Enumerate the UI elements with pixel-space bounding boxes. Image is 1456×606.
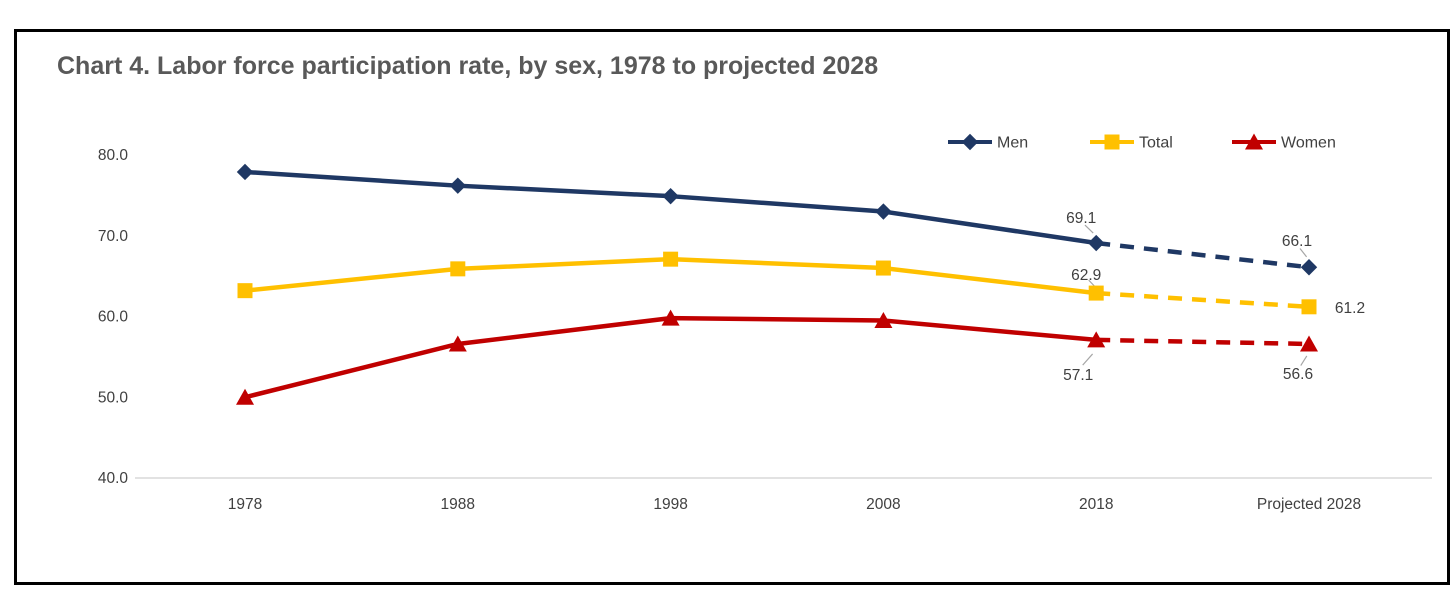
x-tick-label-1978: 1978 [228,496,262,513]
leader-line-total-2018 [1088,279,1095,287]
leader-line-women-projected-2028 [1300,355,1308,366]
women-marker-1978 [236,388,254,405]
women-line-solid [242,315,1099,400]
total-marker-2018 [1088,285,1104,301]
legend-marker-total [1104,134,1120,150]
legend-label-total: Total [1139,135,1173,152]
men-marker-2008 [875,203,892,220]
total-marker-1988 [450,261,466,277]
men-marker-projected-2028 [1300,259,1318,276]
men-marker-1978 [236,163,254,181]
data-label-men-projected-2028: 66.1 [1282,233,1312,250]
data-label-men-2018: 69.1 [1066,210,1096,227]
men-marker-1998 [662,187,679,205]
chart-title: Chart 4. Labor force participation rate,… [57,52,879,80]
y-tick-label-40.0: 40.0 [98,470,129,487]
men-line-projected [1095,240,1310,270]
data-label-total-projected-2028: 61.2 [1335,300,1365,317]
women-marker-2008 [874,312,893,329]
men-line-solid [242,169,1099,246]
data-label-women-projected-2028: 56.6 [1283,366,1313,383]
legend-marker-women [1245,133,1263,150]
legend-item-men: Men [948,133,1028,152]
legend-item-total: Total [1090,134,1173,152]
data-label-women-2018: 57.1 [1063,367,1093,384]
total-marker-1998 [663,251,679,267]
x-tick-label-2018: 2018 [1079,496,1113,513]
legend-marker-men [961,133,979,151]
men-marker-1988 [449,177,466,194]
men-marker-2018 [1088,234,1105,252]
leader-line-men-projected-2028 [1299,248,1308,258]
women-marker-2018 [1087,331,1106,348]
legend-label-men: Men [997,135,1028,152]
y-tick-label-80.0: 80.0 [98,147,129,164]
women-line-projected [1096,337,1310,347]
x-tick-label-1988: 1988 [441,496,475,513]
data-label-total-2018: 62.9 [1071,267,1101,284]
legend-item-women: Women [1232,133,1336,152]
y-tick-label-50.0: 50.0 [98,389,129,406]
x-tick-label-1998: 1998 [653,496,687,513]
total-marker-1978 [237,283,253,299]
x-tick-label-2008: 2008 [866,496,900,513]
chart-frame [14,29,1450,585]
total-line-projected [1096,290,1310,310]
y-tick-label-70.0: 70.0 [98,228,129,245]
women-marker-projected-2028 [1300,335,1318,352]
leader-line-women-2018 [1082,353,1094,366]
legend-label-women: Women [1281,135,1336,152]
women-marker-1998 [661,309,680,326]
total-marker-2008 [875,260,891,276]
x-tick-label-projected-2028: Projected 2028 [1257,496,1361,513]
total-marker-projected-2028 [1301,299,1317,315]
leader-line-men-2018 [1084,224,1094,234]
women-marker-1988 [448,335,467,352]
y-tick-label-60.0: 60.0 [98,309,129,326]
